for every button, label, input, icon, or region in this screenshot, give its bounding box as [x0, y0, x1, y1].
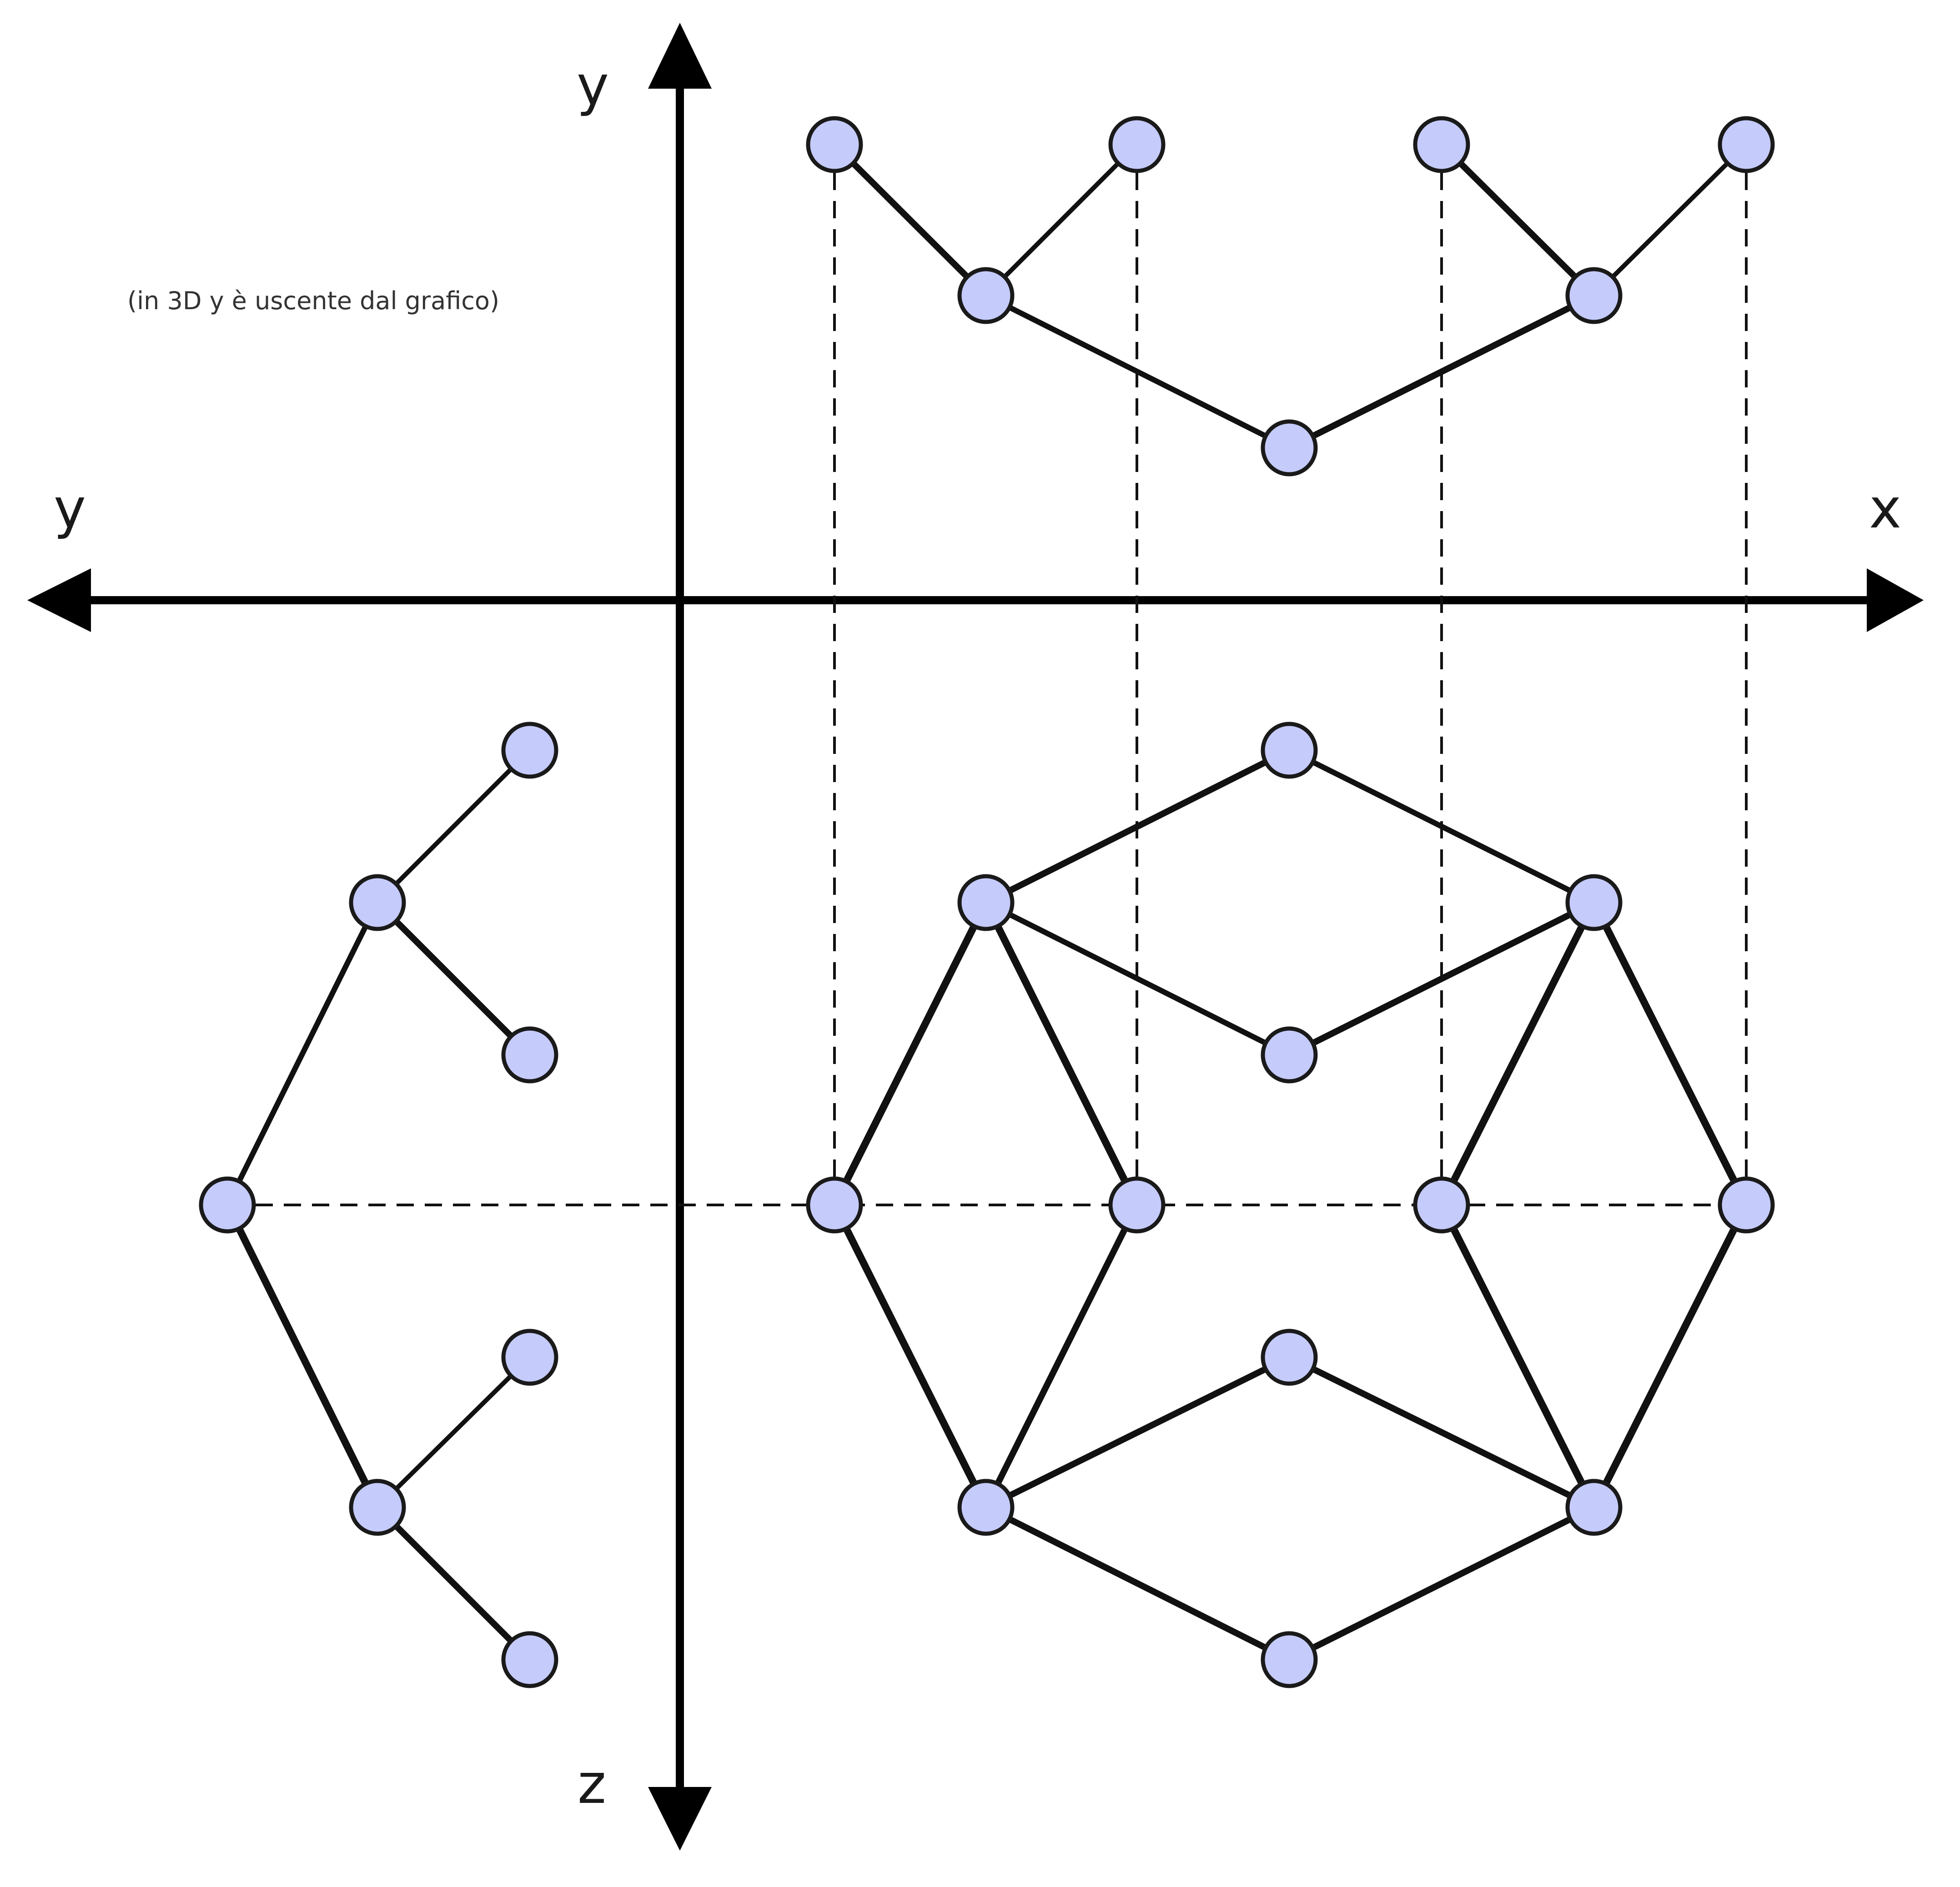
- diagram-note: (in 3D y è uscente dal grafico): [127, 286, 500, 315]
- graph-edge: [374, 899, 533, 1058]
- graph-node: [957, 267, 1015, 324]
- graph-edge: [983, 1354, 1292, 1511]
- graph-node: [1718, 116, 1775, 173]
- graph-edge: [1592, 142, 1749, 298]
- graph-edge: [982, 899, 1141, 1209]
- x-axis-arrowhead: [1867, 568, 1924, 632]
- graph-node: [1718, 1176, 1775, 1234]
- z-axis-label: z: [578, 1753, 606, 1816]
- graph-node: [1565, 874, 1623, 931]
- graph-node: [1413, 116, 1470, 173]
- graph-edge: [1438, 899, 1598, 1209]
- graph-edge: [1287, 748, 1597, 905]
- graph-node: [1413, 1176, 1470, 1234]
- graph-edge: [1286, 899, 1597, 1058]
- graph-node: [501, 1329, 558, 1386]
- graph-edge: [983, 900, 1292, 1058]
- graph-node: [957, 1479, 1015, 1536]
- y-axis-left-arrowhead: [27, 568, 91, 632]
- graph-node: [957, 874, 1015, 931]
- graph-node: [1108, 116, 1166, 173]
- graph-edge: [983, 1504, 1292, 1663]
- z-axis-arrowhead: [648, 1787, 712, 1851]
- graph-edge: [983, 293, 1292, 451]
- graph-node: [199, 1176, 256, 1234]
- graph-edge: [1590, 1201, 1750, 1511]
- graph-edge: [225, 900, 380, 1208]
- graph-edge: [1590, 899, 1750, 1209]
- graph-node: [806, 116, 863, 173]
- graph-edge: [375, 748, 532, 905]
- edges: [224, 141, 1750, 1663]
- graph-node: [1108, 1176, 1166, 1234]
- x-axis-label: x: [1869, 477, 1902, 541]
- projection-lines: [227, 145, 1748, 1206]
- axes: [27, 23, 1924, 1851]
- graph-edge: [1286, 1354, 1597, 1511]
- graph-edge: [374, 1504, 533, 1663]
- graph-node: [1261, 419, 1318, 477]
- graph-edge: [1438, 1201, 1598, 1511]
- graph-edge: [983, 1202, 1140, 1511]
- graph-edge: [375, 1355, 532, 1510]
- nodes: [199, 116, 1775, 1688]
- graph-node: [501, 722, 558, 779]
- graph-edge: [1286, 292, 1597, 451]
- graph-edge: [224, 1201, 381, 1511]
- graph-edge: [983, 747, 1292, 906]
- graph-edge: [1438, 141, 1597, 299]
- graph-node: [1261, 1631, 1318, 1688]
- graph-node: [1261, 1329, 1318, 1386]
- graph-node: [1565, 267, 1623, 324]
- graph-node: [806, 1176, 863, 1234]
- graph-node: [501, 1026, 558, 1084]
- graph-node: [501, 1631, 558, 1688]
- graph-node: [1261, 1026, 1318, 1084]
- graph-edge: [1286, 1504, 1597, 1663]
- graph-edge: [831, 141, 989, 299]
- graph-node: [349, 874, 406, 931]
- y-axis-label-left: y: [54, 477, 86, 541]
- graph-node: [1261, 722, 1318, 779]
- graph-node: [1565, 1479, 1623, 1536]
- y-axis-label-top: y: [577, 55, 609, 118]
- graph-edge: [831, 899, 990, 1209]
- graph-node: [349, 1479, 406, 1536]
- graph-edge: [984, 142, 1139, 298]
- graph-edge: [831, 1201, 990, 1511]
- y-axis-top-arrowhead: [648, 23, 712, 89]
